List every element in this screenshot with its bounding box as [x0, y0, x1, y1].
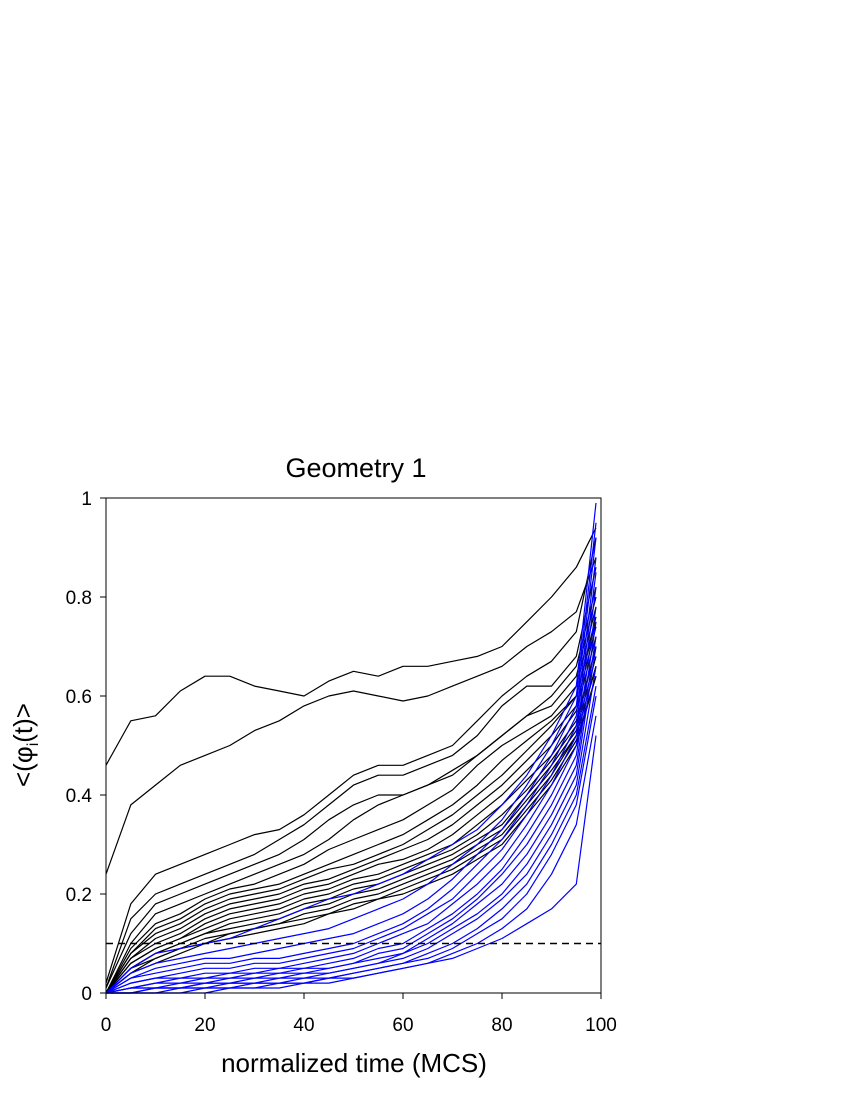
series-line-blue-24 — [105, 606, 597, 994]
series-line-black-0 — [105, 527, 597, 766]
y-axis-title-lead: <(φ — [8, 746, 38, 787]
series-line-black-15 — [105, 666, 597, 994]
y-tick-label: 0.8 — [66, 588, 92, 609]
series-line-black-2 — [105, 537, 597, 984]
y-axis-title-tail: (t)> — [8, 703, 38, 743]
y-tick-label: 0.4 — [66, 786, 93, 807]
series-line-blue-20 — [105, 537, 597, 994]
y-tick-label: 0 — [81, 984, 92, 1005]
x-tick-label: 0 — [101, 1015, 112, 1036]
series-line-blue-30 — [106, 695, 597, 994]
series-line-blue-18 — [105, 502, 597, 994]
y-axis-title-subscript: i — [25, 743, 42, 747]
x-tick-label: 40 — [293, 1015, 314, 1036]
series-line-black-10 — [105, 636, 597, 994]
x-axis-title: normalized time (MCS) — [221, 1048, 487, 1078]
series-line-blue-28 — [106, 666, 597, 994]
series-line-blue-19 — [105, 522, 597, 994]
series-line-blue-26 — [105, 636, 597, 994]
series-line-blue-22 — [105, 572, 597, 994]
series-line-black-1 — [105, 557, 597, 875]
series-line-black-12 — [105, 646, 597, 994]
chart-title: Geometry 1 — [285, 453, 426, 483]
y-axis: 0 0.2 0.4 0.6 0.8 1 — [66, 489, 106, 1005]
x-tick-label: 80 — [491, 1015, 512, 1036]
y-tick-label: 0.6 — [66, 687, 92, 708]
series-line-black-5 — [105, 596, 597, 994]
series-line-black-8 — [105, 621, 597, 994]
series-layer — [105, 502, 597, 994]
y-tick-label: 1 — [81, 489, 92, 510]
x-tick-label: 20 — [194, 1015, 215, 1036]
y-tick-label: 0.2 — [66, 885, 92, 906]
plot-frame — [105, 497, 602, 994]
series-line-black-7 — [105, 616, 597, 994]
series-line-black-17 — [105, 676, 597, 994]
x-axis: 0 20 40 60 80 100 — [101, 993, 617, 1036]
series-line-blue-23 — [105, 587, 597, 994]
series-line-blue-21 — [105, 557, 597, 994]
series-line-black-3 — [105, 567, 597, 989]
x-tick-label: 60 — [392, 1015, 413, 1036]
x-tick-label: 100 — [585, 1015, 617, 1036]
y-axis-title: <(φi(t)> — [8, 703, 42, 787]
series-line-black-6 — [105, 606, 597, 994]
series-line-black-9 — [105, 626, 597, 994]
series-line-black-11 — [105, 646, 597, 994]
